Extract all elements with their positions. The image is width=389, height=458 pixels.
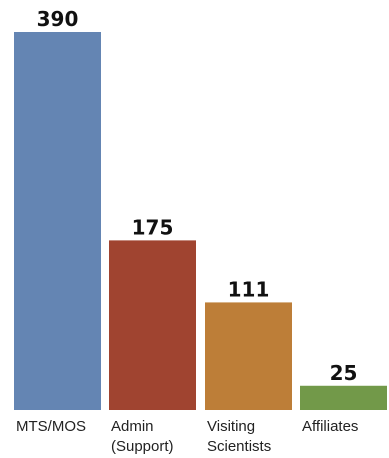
category-label-1-line-0: Admin [111,418,154,435]
category-label-3-line-0: Affiliates [302,418,358,435]
value-label-3: 25 [330,361,358,385]
category-label-2-line-1: Scientists [207,438,271,455]
bar-0 [14,32,101,410]
category-label-0-line-0: MTS/MOS [16,418,86,435]
value-label-2: 111 [228,277,270,301]
bars-group [14,32,387,410]
value-labels-group: 390 175 111 25 [37,7,358,385]
bar-3 [300,385,387,410]
bar-2 [205,302,292,410]
value-label-1: 175 [132,215,174,239]
category-labels-group: MTS/MOS Admin (Support) Visiting Scientists A… [16,418,358,455]
category-label-1-line-1: (Support) [111,438,174,455]
bar-1 [109,240,196,410]
value-label-0: 390 [37,7,79,31]
category-label-2-line-0: Visiting [207,418,255,435]
